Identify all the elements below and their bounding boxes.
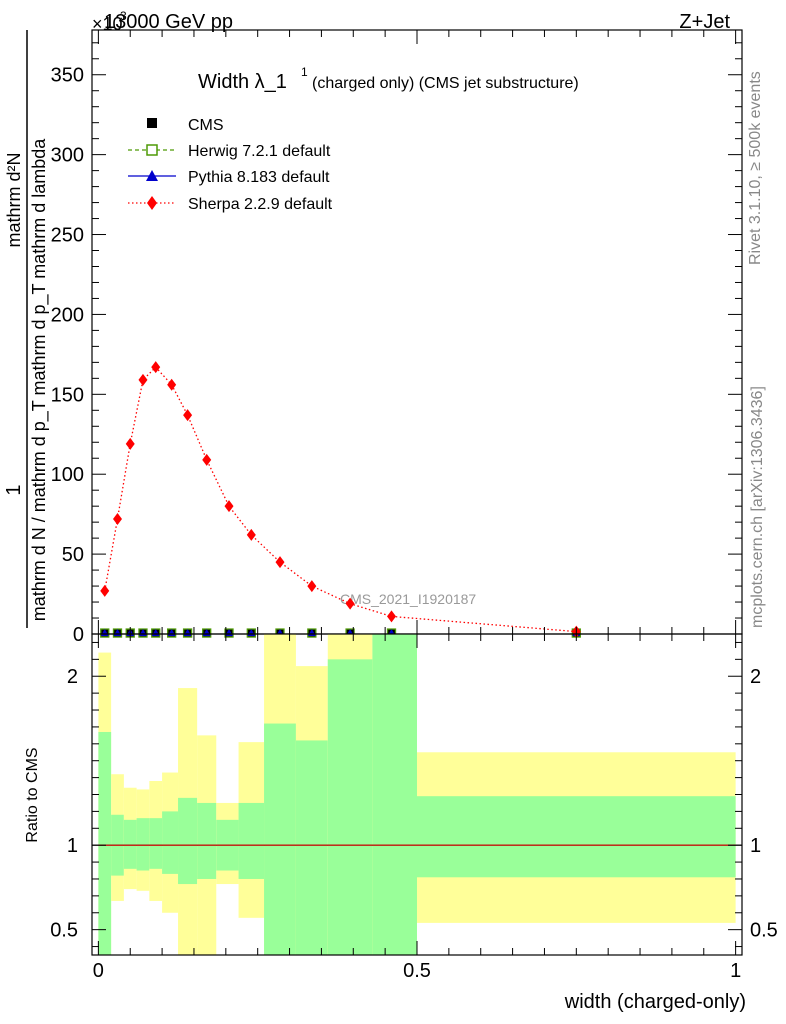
sherpa-point-9 (246, 528, 256, 541)
sherpa-point-0 (100, 584, 110, 597)
ratio-inner-band-0 (98, 731, 112, 955)
y-scale-exponent-power: 3 (120, 9, 127, 23)
ratio-inner-band-2 (123, 819, 137, 869)
legend-sherpa-label: Sherpa 2.2.9 default (188, 196, 333, 213)
ratio-ytick-label-left-1: 1 (67, 835, 78, 857)
mcplots-label: mcplots.cern.ch [arXiv:1306.3436] (749, 386, 766, 628)
y-scale-exponent-label: ×10 (92, 14, 123, 34)
legend-cms-label: CMS (188, 117, 224, 134)
plot-title: Width λ_1 1 (charged only) (CMS jet subs… (198, 65, 579, 93)
sherpa-point-8 (224, 500, 234, 513)
ratio-inner-band-6 (178, 797, 198, 885)
ratio-ytick-label-right-1: 1 (750, 835, 761, 857)
sherpa-point-12 (345, 597, 355, 610)
x-tick-label-0: 0 (93, 960, 104, 982)
legend-herwig-marker (146, 144, 158, 156)
legend-sherpa-marker (147, 196, 157, 210)
main-ytick-label-2: 100 (51, 464, 84, 486)
ratio-panel-bands (92, 634, 742, 955)
ratio-ytick-label-right-2: 2 (750, 666, 761, 688)
ratio-panel-frame (91, 633, 743, 956)
plot-title-main: Width λ_1 (198, 71, 287, 93)
ratio-ytick-label-right-0: 0.5 (750, 920, 778, 942)
ratio-inner-band-5 (162, 811, 179, 874)
sherpa-point-4 (151, 361, 161, 374)
x-axis-label: width (charged-only) (564, 991, 746, 1013)
sherpa-point-6 (183, 409, 193, 422)
x-tick-label-2: 1 (730, 960, 741, 982)
ratio-ytick-label-left-0: 0.5 (50, 920, 78, 942)
plot-title-superscript: 1 (301, 65, 308, 79)
ratio-panel-ticks: 0.5 0.5 1 1 2 2 0 0.5 1 (50, 634, 778, 982)
main-panel-ticks: 0 50 100 150 200 250 300 350 (51, 30, 742, 646)
legend-herwig-label: Herwig 7.2.1 default (188, 143, 331, 160)
y-axis-label-derivative: mathrm d²N (4, 152, 24, 247)
sherpa-point-7 (202, 453, 212, 466)
plot-title-subtitle: (charged only) (CMS jet substructure) (312, 75, 579, 92)
sherpa-point-1 (112, 512, 122, 525)
sherpa-point-2 (125, 437, 135, 450)
y-axis-label-numerator: 1 (3, 484, 25, 495)
legend: CMS Herwig 7.2.1 default Pythia 8.183 de… (128, 117, 333, 213)
main-ytick-label-3: 150 (51, 384, 84, 406)
ratio-inner-band-4 (149, 818, 163, 869)
ratio-inner-band-11 (295, 740, 328, 955)
sherpa-point-5 (167, 378, 177, 391)
ratio-inner-band-7 (197, 802, 217, 879)
y-axis-label-denominator: mathrm d N / mathrm d p_T mathrm d p_T m… (29, 138, 50, 621)
main-ytick-label-7: 350 (51, 65, 84, 87)
legend-pythia-label: Pythia 8.183 default (188, 169, 330, 186)
energy-label: 13000 GeV pp (104, 11, 233, 33)
analysis-watermark: CMS_2021_I1920187 (340, 591, 476, 607)
main-ytick-label-1: 50 (62, 544, 84, 566)
main-ytick-label-0: 0 (73, 624, 84, 646)
x-tick-label-1: 0.5 (403, 960, 431, 982)
ratio-inner-band-14 (417, 796, 736, 878)
ratio-inner-band-12 (327, 659, 373, 955)
ratio-inner-band-10 (264, 723, 296, 955)
ratio-ytick-label-left-2: 2 (67, 666, 78, 688)
rivet-label: Rivet 3.1.10, ≥ 500k events (747, 71, 764, 265)
sherpa-point-11 (307, 580, 317, 593)
ratio-inner-band-9 (238, 802, 265, 879)
process-label: Z+Jet (679, 11, 730, 33)
sherpa-point-10 (275, 556, 285, 569)
main-ytick-label-5: 250 (51, 225, 84, 247)
sherpa-point-3 (138, 373, 148, 386)
legend-pythia-marker (146, 170, 158, 181)
main-ytick-label-6: 300 (51, 145, 84, 167)
ratio-inner-band-3 (136, 818, 150, 871)
ratio-inner-band-13 (372, 634, 417, 955)
ratio-y-axis-label: Ratio to CMS (24, 747, 41, 842)
sherpa-point-13 (387, 610, 397, 623)
main-ytick-label-4: 200 (51, 304, 84, 326)
legend-cms-marker (147, 118, 157, 128)
